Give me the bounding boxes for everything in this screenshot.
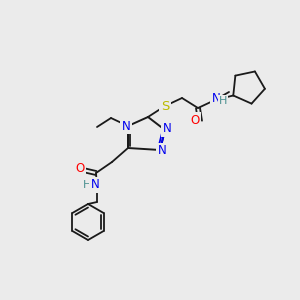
Text: N: N (158, 145, 166, 158)
Text: N: N (212, 92, 220, 104)
Text: O: O (190, 113, 200, 127)
Text: O: O (75, 163, 85, 176)
Text: N: N (122, 119, 130, 133)
Text: N: N (91, 178, 99, 191)
Text: H: H (219, 96, 227, 106)
Text: N: N (163, 122, 171, 136)
Text: H: H (83, 180, 91, 190)
Text: S: S (161, 100, 169, 112)
